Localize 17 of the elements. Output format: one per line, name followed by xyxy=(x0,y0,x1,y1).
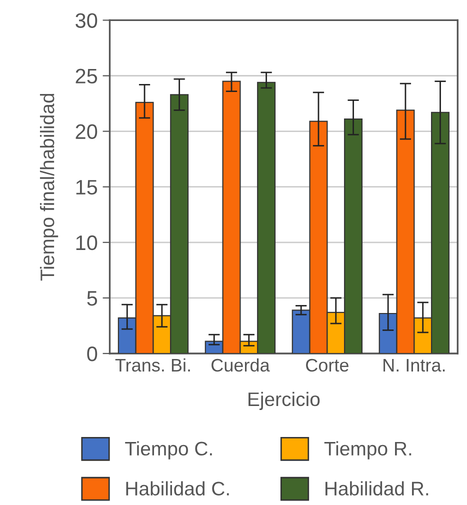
legend-label: Habilidad C. xyxy=(126,481,229,496)
x-tick-label: Cuerda xyxy=(212,358,270,372)
legend-label: Habilidad R. xyxy=(326,481,428,496)
y-tick-label: 10 xyxy=(76,235,98,250)
y-tick-label: 15 xyxy=(76,180,98,195)
x-tick-label: Corte xyxy=(306,358,348,372)
y-tick-label: 30 xyxy=(76,13,98,28)
legend-label: Tiempo C. xyxy=(125,441,212,460)
x-tick-label: Trans. Bi. xyxy=(115,358,190,372)
y-tick-label: 5 xyxy=(87,291,98,306)
x-tick-label: N. Intra. xyxy=(384,359,445,372)
y-tick-label: 0 xyxy=(87,346,98,362)
legend-label: Tiempo R. xyxy=(324,441,412,460)
y-tick-label: 25 xyxy=(76,68,98,84)
x-axis-title: Ejercicio xyxy=(248,392,320,410)
y-tick-label: 20 xyxy=(76,124,98,140)
y-axis-title: Tiempo final/habilidad xyxy=(40,94,58,281)
